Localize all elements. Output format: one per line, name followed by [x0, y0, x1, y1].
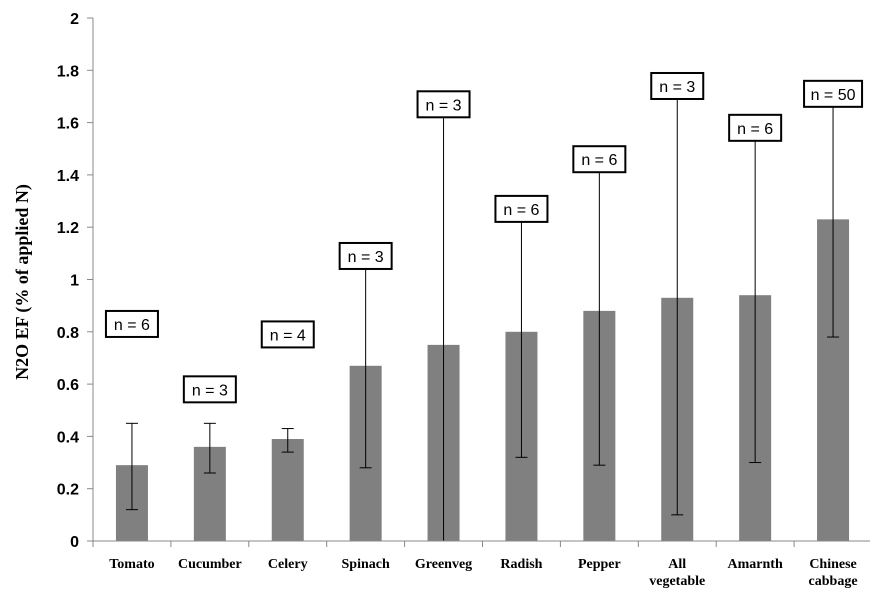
x-axis: Tomato Cucumber Celery Spinach Greenveg Radis…: [92, 540, 870, 589]
y-tick-label: 1: [70, 273, 79, 290]
annotation-label: n = 3: [192, 382, 228, 399]
annotation-box: [338, 241, 393, 270]
x-tick-label: cabbage: [809, 574, 858, 589]
annotation-box: [803, 79, 864, 108]
y-tick-label: 0.8: [57, 325, 79, 342]
annotation-label: n = 6: [737, 121, 773, 138]
annotation-box: [182, 375, 237, 404]
bars: [115, 219, 850, 542]
y-tick-label: 1.2: [57, 220, 79, 237]
annotation-label: n = 6: [581, 152, 617, 169]
x-tick-label: Amarnth: [728, 557, 783, 572]
annotation-label: n = 6: [503, 202, 539, 219]
x-tick-label: Greenveg: [415, 557, 472, 572]
annotation-box: [650, 71, 705, 100]
annotation-box: [572, 145, 627, 174]
annotation-box: [260, 320, 315, 349]
error-bars: [125, 77, 840, 542]
x-tick-label: Celery: [268, 557, 308, 572]
x-tick-label: Radish: [500, 557, 542, 572]
y-tick-label: 1.4: [57, 168, 79, 185]
annotation-label: n = 3: [426, 97, 462, 114]
annotation-label: n = 3: [659, 79, 695, 96]
annotation-label: n = 50: [811, 87, 856, 104]
y-tick-label: 0.4: [57, 429, 79, 446]
y-tick-label: 0.6: [57, 377, 79, 394]
annotation-box: [728, 113, 783, 142]
x-tick-label: All: [668, 557, 686, 572]
x-tick-label: vegetable: [649, 574, 705, 589]
y-axis: 0 0.2 0.4 0.6 0.8 1 1.2 1.4 1.6 1.8 2: [57, 11, 94, 551]
annotation-box: [416, 90, 471, 119]
y-tick-label: 2: [70, 11, 79, 28]
annotation-label: n = 3: [348, 249, 384, 266]
annotation-box: [494, 194, 549, 223]
y-tick-label: 0: [70, 534, 79, 551]
y-tick-label: 1.6: [57, 116, 79, 133]
y-axis-label: N2O EF (% of applied N): [12, 184, 33, 380]
x-tick-label: Chinese: [809, 557, 856, 572]
y-tick-label: 0.2: [57, 482, 79, 499]
annotations: n = 6 n = 3 n = 4 n = 3 n = 3 n = 6 n = 6 n = 3…: [104, 71, 864, 404]
x-tick-label: Cucumber: [178, 557, 242, 572]
x-tick-label: Tomato: [109, 557, 154, 572]
x-tick-label: Spinach: [342, 557, 390, 572]
x-tick-label: Pepper: [578, 557, 621, 572]
y-tick-label: 1.8: [57, 63, 79, 80]
bar: [271, 439, 304, 541]
annotation-label: n = 4: [270, 327, 306, 344]
annotation-label: n = 6: [114, 317, 150, 334]
annotation-box: [104, 309, 159, 338]
